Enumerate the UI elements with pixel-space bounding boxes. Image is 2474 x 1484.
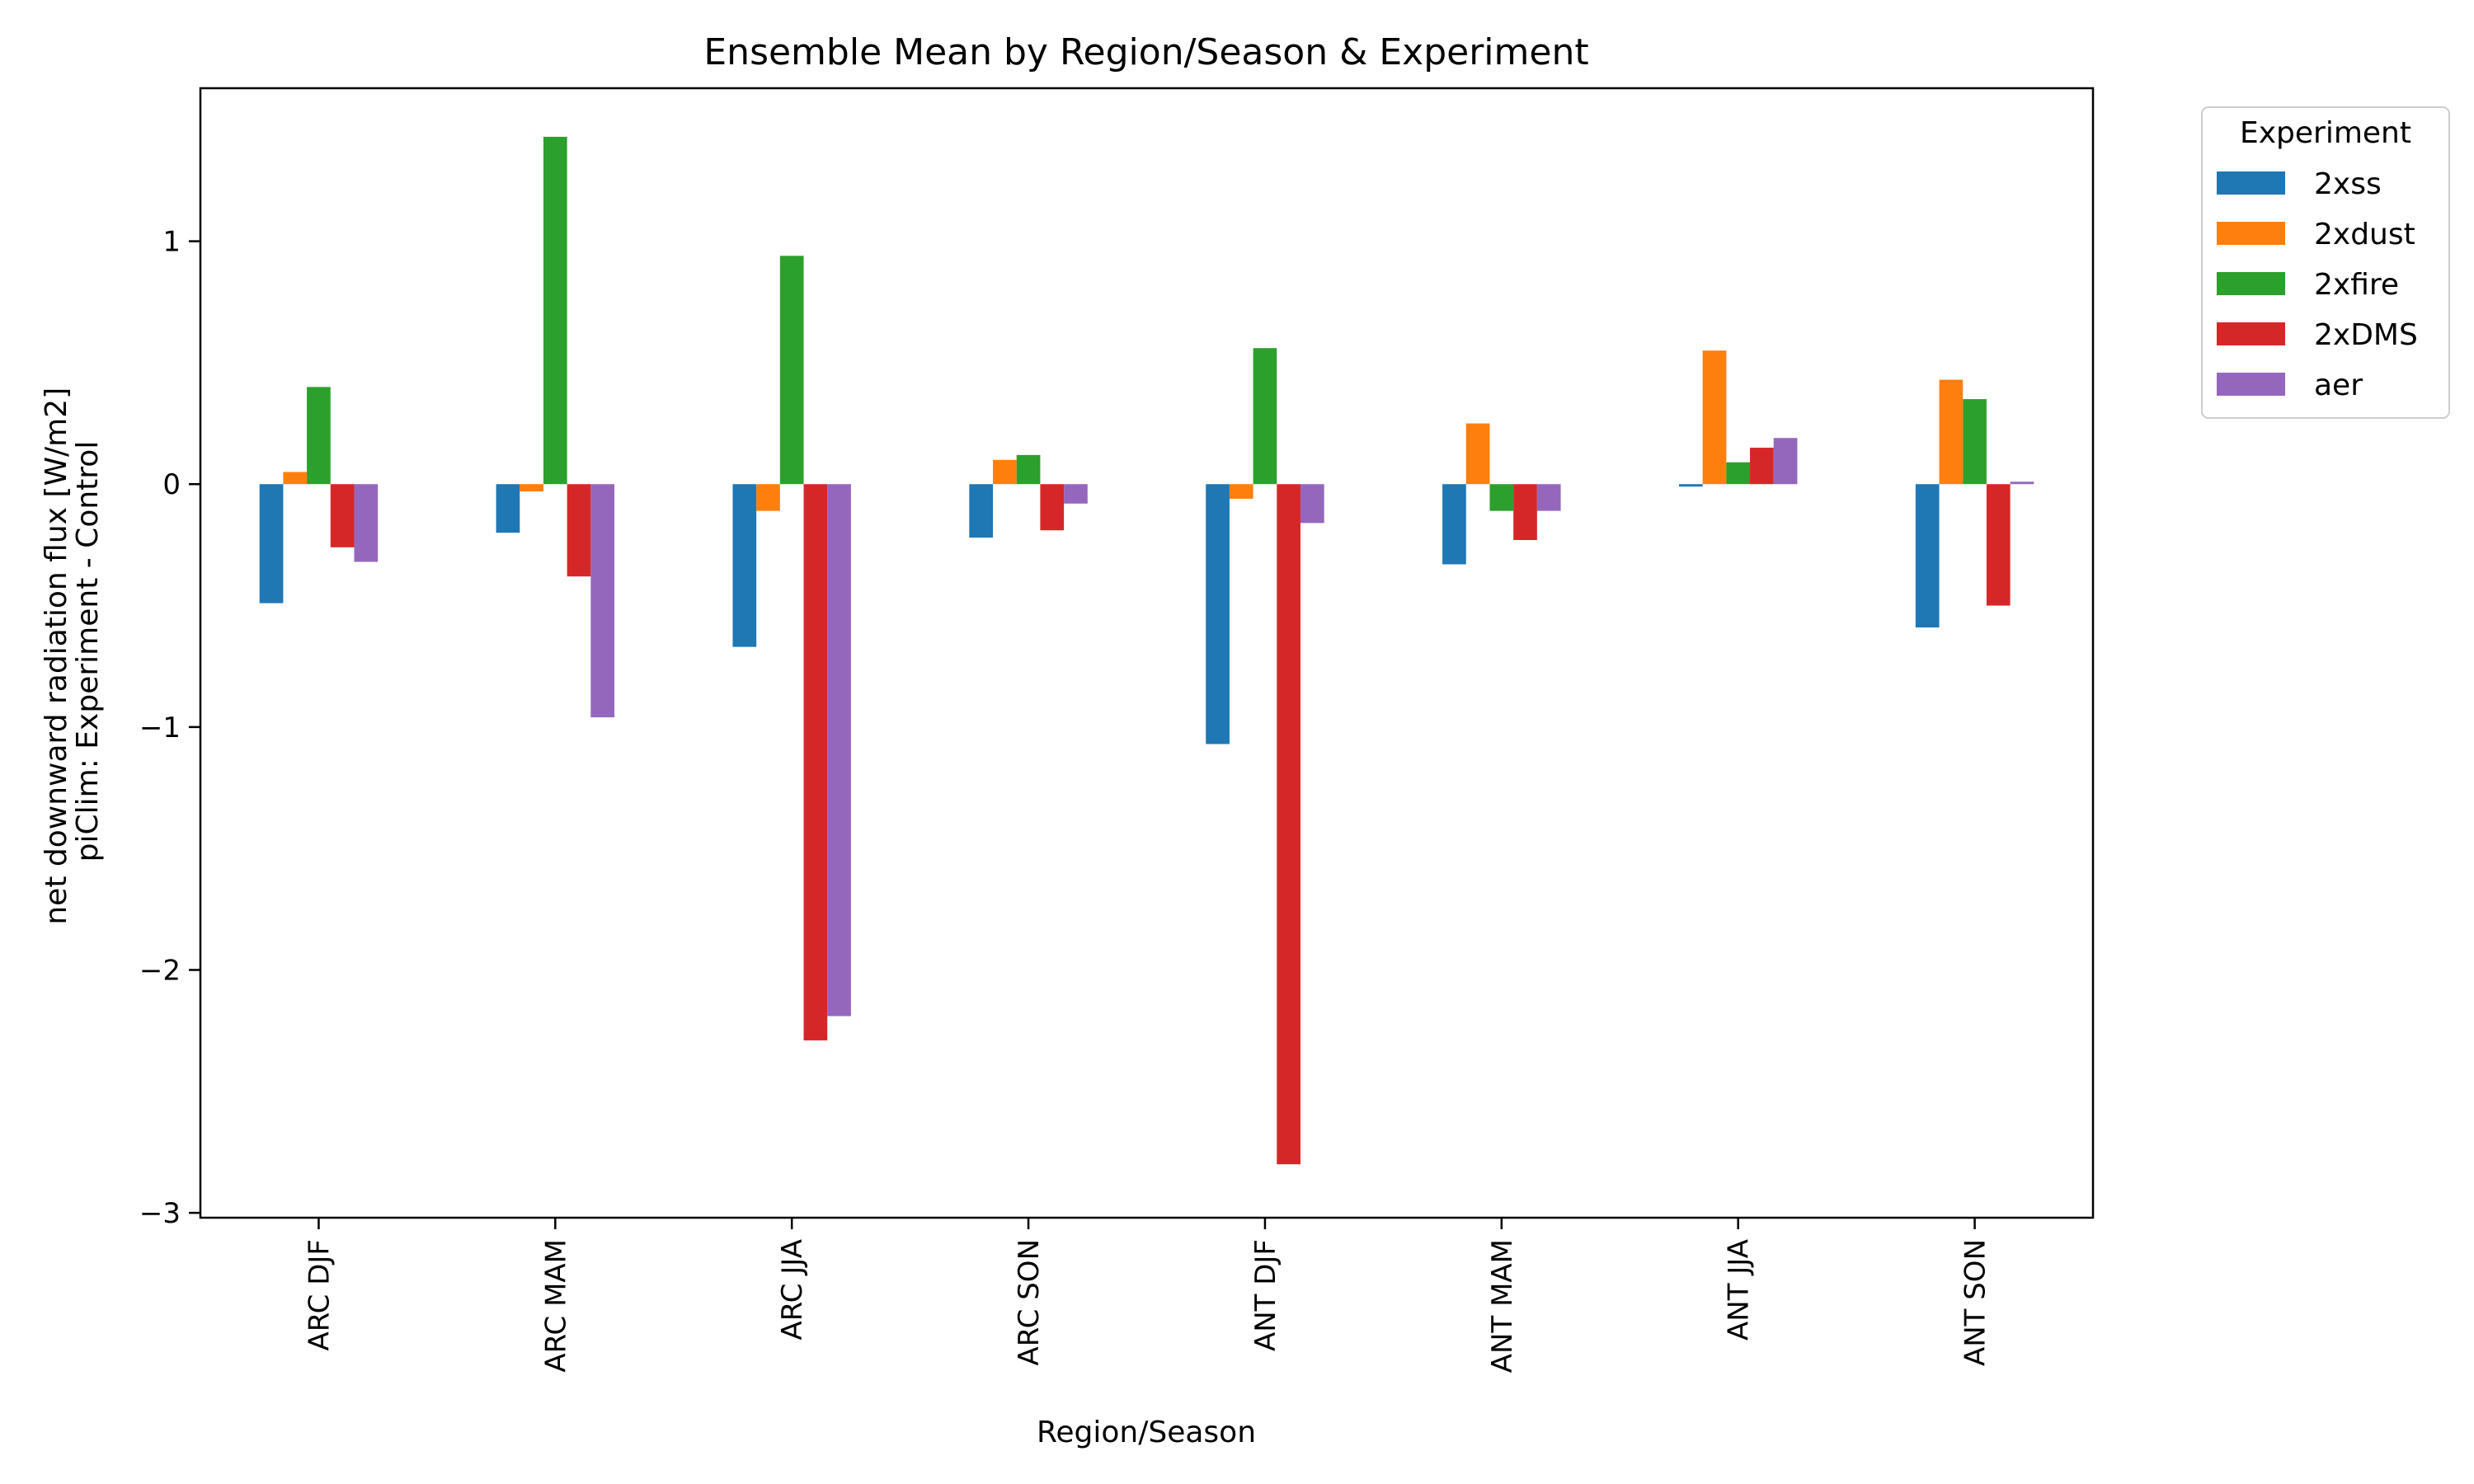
bar-2xDMS-arc-mam — [567, 484, 591, 577]
legend-label-2xss: 2xss — [2314, 167, 2382, 201]
y-tick-label: −2 — [139, 954, 181, 987]
bar-2xfire-arc-son — [1016, 454, 1041, 485]
bar-2xDMS-ant-jja — [1750, 448, 1774, 485]
bar-aer-ant-jja — [1773, 438, 1798, 485]
bar-aer-ant-son — [2010, 481, 2034, 485]
legend-items: 2xss 2xdust 2xfire 2xDMS aer — [2217, 167, 2418, 402]
bar-aer-arc-jja — [827, 484, 851, 1017]
bar-2xss-ant-jja — [1678, 484, 1703, 487]
bar-aer-arc-son — [1064, 484, 1088, 504]
y-tick-label: 1 — [162, 226, 181, 259]
bar-2xfire-arc-jja — [779, 256, 804, 485]
y-axis: 1 0 −1 −2 −3 — [139, 226, 200, 1230]
bars-layer — [259, 136, 2034, 1165]
bar-2xss-arc-djf — [259, 484, 284, 603]
bar-2xss-arc-jja — [732, 484, 757, 647]
y-axis-label-line-1: net downward radiation flux [W/m2] — [40, 387, 73, 925]
legend-label-2xDMS: 2xDMS — [2314, 318, 2418, 352]
x-tick-label: ARC MAM — [539, 1239, 572, 1373]
bar-2xdust-ant-son — [1939, 379, 1964, 485]
y-axis-label: net downward radiation flux [W/m2] piCli… — [40, 378, 105, 924]
x-tick-label: ARC DJF — [303, 1239, 336, 1351]
bar-2xss-ant-son — [1915, 484, 1940, 628]
x-tick-label: ARC SON — [1013, 1239, 1046, 1366]
bar-2xDMS-ant-mam — [1513, 484, 1537, 540]
legend-label-2xdust: 2xdust — [2314, 218, 2415, 251]
legend-label-aer: aer — [2314, 369, 2363, 402]
bar-2xss-arc-son — [969, 484, 994, 538]
bar-2xfire-ant-djf — [1253, 348, 1277, 485]
x-tick-label: ANT DJF — [1249, 1239, 1282, 1351]
legend-swatch-2xfire — [2217, 272, 2285, 295]
legend-swatch-2xss — [2217, 171, 2285, 195]
bar-2xdust-ant-djf — [1229, 484, 1253, 499]
y-tick-label: 0 — [162, 468, 181, 501]
bar-aer-arc-mam — [590, 484, 615, 718]
y-tick-label: −1 — [139, 711, 181, 744]
legend-label-2xfire: 2xfire — [2314, 268, 2399, 302]
x-axis: ARC DJF ARC MAM ARC JJA ARC SON ANT DJF ANT M… — [303, 1218, 1992, 1373]
x-tick-label: ARC JJA — [776, 1239, 809, 1340]
bar-aer-ant-djf — [1300, 484, 1324, 524]
bar-2xdust-ant-jja — [1702, 350, 1727, 485]
legend-swatch-2xDMS — [2217, 322, 2285, 345]
bar-2xdust-ant-mam — [1465, 423, 1490, 485]
legend-swatch-aer — [2217, 373, 2285, 396]
bar-2xfire-arc-djf — [307, 387, 331, 485]
bar-2xss-arc-mam — [496, 484, 520, 533]
x-axis-label: Region/Season — [1037, 1416, 1256, 1449]
bar-2xfire-ant-mam — [1489, 484, 1514, 511]
bar-2xdust-arc-mam — [520, 484, 543, 492]
y-tick-label: −3 — [139, 1197, 181, 1230]
bar-2xss-ant-djf — [1206, 484, 1230, 744]
bar-2xDMS-ant-son — [1986, 484, 2011, 606]
bar-aer-arc-djf — [354, 484, 379, 562]
bar-2xDMS-ant-djf — [1277, 484, 1300, 1165]
bar-2xDMS-arc-jja — [803, 484, 828, 1040]
bar-2xdust-arc-jja — [756, 484, 780, 511]
bar-aer-ant-mam — [1536, 484, 1561, 511]
legend-title: Experiment — [2240, 116, 2411, 150]
legend-swatch-2xdust — [2217, 222, 2285, 245]
bar-2xDMS-arc-djf — [330, 484, 355, 547]
bar-2xDMS-arc-son — [1040, 484, 1065, 531]
bar-2xfire-ant-jja — [1726, 462, 1751, 485]
x-tick-label: ANT SON — [1959, 1239, 1992, 1366]
legend: Experiment 2xss 2xdust 2xfire 2xDMS aer — [2201, 106, 2450, 419]
bar-2xfire-arc-mam — [543, 136, 567, 485]
x-tick-label: ANT MAM — [1486, 1239, 1519, 1373]
bar-2xfire-ant-son — [1963, 399, 1987, 485]
plot-frame — [199, 87, 2095, 1219]
y-axis-label-line-2: piClim: Experiment - Control — [71, 441, 105, 862]
bar-2xss-ant-mam — [1442, 484, 1466, 565]
bar-2xdust-arc-djf — [283, 472, 308, 485]
chart-title: Ensemble Mean by Region/Season & Experim… — [703, 31, 1588, 73]
bar-2xdust-arc-son — [993, 459, 1017, 485]
x-tick-label: ANT JJA — [1723, 1239, 1756, 1341]
